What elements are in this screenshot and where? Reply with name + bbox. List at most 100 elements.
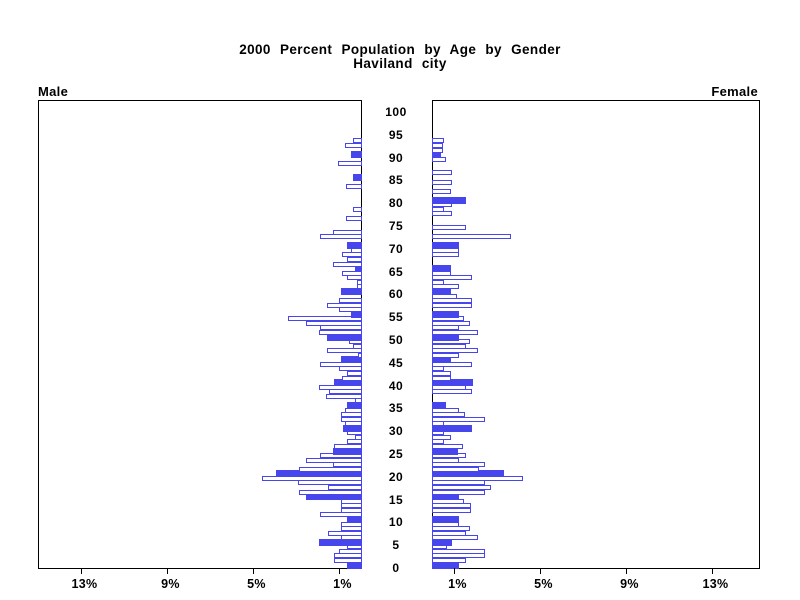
female-bar-age-43 — [432, 366, 444, 372]
male-bar-age-62 — [356, 279, 362, 285]
age-tick-label-45: 45 — [388, 355, 404, 370]
female-bar-age-92 — [432, 143, 443, 148]
male-bar-age-67 — [347, 257, 362, 262]
male-bar-age-41 — [341, 375, 362, 381]
female-bar-age-93 — [432, 138, 444, 144]
male-bar-age-70 — [347, 242, 362, 250]
age-tick-label-100: 100 — [385, 105, 407, 119]
male-bar-age-76 — [345, 215, 362, 221]
male-bar-age-66 — [333, 261, 362, 267]
age-tick-label-5: 5 — [392, 538, 400, 553]
female-bar-age-32 — [432, 416, 485, 422]
male-bar-age-53 — [306, 320, 362, 326]
male-bar-age-28 — [354, 434, 362, 440]
female-bar-age-86 — [432, 170, 453, 176]
female-bar-age-10 — [432, 515, 459, 523]
age-tick-label-95: 95 — [388, 127, 404, 142]
male-bar-age-88 — [338, 161, 362, 167]
female-bar-age-1 — [432, 557, 467, 563]
age-tick-label-30: 30 — [388, 424, 404, 439]
chart-title: 2000 Percent Population by Age by Gender — [239, 42, 561, 57]
female-bar-age-17 — [432, 485, 492, 490]
age-tick-label-25: 25 — [388, 447, 404, 461]
female-axis-tick-13 — [711, 568, 713, 574]
male-bar-age-27 — [347, 439, 362, 445]
female-axis-tick-1 — [453, 568, 455, 574]
female-bar-age-72 — [432, 234, 511, 240]
female-bar-age-74 — [432, 225, 467, 231]
male-bar-age-32 — [340, 416, 362, 422]
male-bar-age-13 — [340, 503, 362, 509]
female-bar-age-31 — [432, 421, 444, 427]
female-bar-age-57 — [432, 302, 472, 308]
female-axis-tick-label-9: 9% — [620, 577, 639, 591]
male-bar-age-54 — [287, 316, 362, 322]
female-bar-age-51 — [432, 329, 479, 335]
male-bar-age-22 — [333, 462, 362, 468]
female-bar-age-77 — [432, 211, 453, 217]
male-bar-age-21 — [298, 466, 362, 472]
male-bar-age-64 — [341, 270, 362, 276]
age-tick-label-0: 0 — [392, 561, 400, 575]
male-bar-age-83 — [345, 184, 362, 189]
male-bar-age-56 — [339, 307, 362, 313]
male-bar-age-1 — [334, 557, 362, 563]
male-bar-age-68 — [341, 252, 362, 258]
male-bar-age-72 — [320, 234, 362, 240]
male-axis-tick-label-1: 1% — [333, 577, 352, 591]
age-tick-label-10: 10 — [388, 515, 404, 530]
male-bar-age-90 — [351, 151, 362, 159]
female-bar-age-28 — [432, 434, 452, 440]
male-axis-tick-label-13: 13% — [71, 577, 98, 591]
female-bar-age-46 — [432, 352, 459, 358]
male-bar-age-73 — [333, 229, 362, 235]
male-bar-age-48 — [353, 343, 362, 349]
female-bar-age-35 — [432, 401, 446, 409]
age-tick-label-40: 40 — [388, 378, 404, 393]
female-bar-age-68 — [432, 252, 459, 258]
male-axis-tick-1 — [338, 568, 340, 574]
male-bar-age-92 — [344, 143, 362, 148]
male-bar-age-85 — [353, 173, 362, 181]
female-axis-tick-label-1: 1% — [448, 577, 467, 591]
female-bar-age-47 — [432, 348, 479, 354]
female-bar-age-12 — [432, 507, 471, 513]
age-tick-label-60: 60 — [388, 287, 404, 302]
male-bar-age-8 — [340, 526, 362, 531]
age-tick-label-55: 55 — [388, 310, 404, 325]
age-tick-label-35: 35 — [388, 401, 404, 416]
female-bar-age-27 — [432, 439, 444, 445]
age-tick-label-15: 15 — [388, 492, 404, 507]
male-bar-age-51 — [319, 329, 362, 335]
female-bar-age-33 — [432, 412, 466, 417]
female-bar-age-62 — [432, 279, 444, 285]
female-bar-age-82 — [432, 188, 452, 194]
male-bar-age-42 — [347, 371, 362, 376]
female-bar-age-91 — [432, 147, 443, 153]
male-bar-age-93 — [353, 138, 362, 144]
female-bar-age-8 — [432, 526, 470, 531]
female-bar-age-7 — [432, 530, 467, 536]
age-tick-label-50: 50 — [388, 333, 404, 347]
female-axis-header: Female — [711, 84, 758, 99]
male-bar-age-26 — [334, 443, 362, 449]
female-bar-age-13 — [432, 503, 471, 509]
male-axis-tick-5 — [252, 568, 254, 574]
male-bar-age-11 — [320, 512, 362, 518]
female-bar-age-6 — [432, 535, 479, 541]
age-tick-label-80: 80 — [388, 196, 404, 211]
female-bar-age-3 — [432, 548, 485, 554]
male-axis-header: Male — [38, 84, 69, 99]
female-axis-tick-label-13: 13% — [702, 577, 729, 591]
male-bar-age-7 — [327, 530, 362, 536]
female-bar-age-38 — [432, 389, 472, 395]
male-bar-age-31 — [344, 421, 362, 427]
male-bar-age-23 — [306, 457, 362, 463]
male-bar-age-2 — [334, 553, 362, 559]
chart-subtitle: Haviland city — [353, 56, 447, 71]
female-bar-age-58 — [432, 298, 472, 303]
male-axis-tick-label-9: 9% — [161, 577, 180, 591]
female-bar-age-70 — [432, 242, 459, 250]
male-bar-age-43 — [339, 366, 362, 372]
male-bar-age-60 — [340, 287, 362, 295]
